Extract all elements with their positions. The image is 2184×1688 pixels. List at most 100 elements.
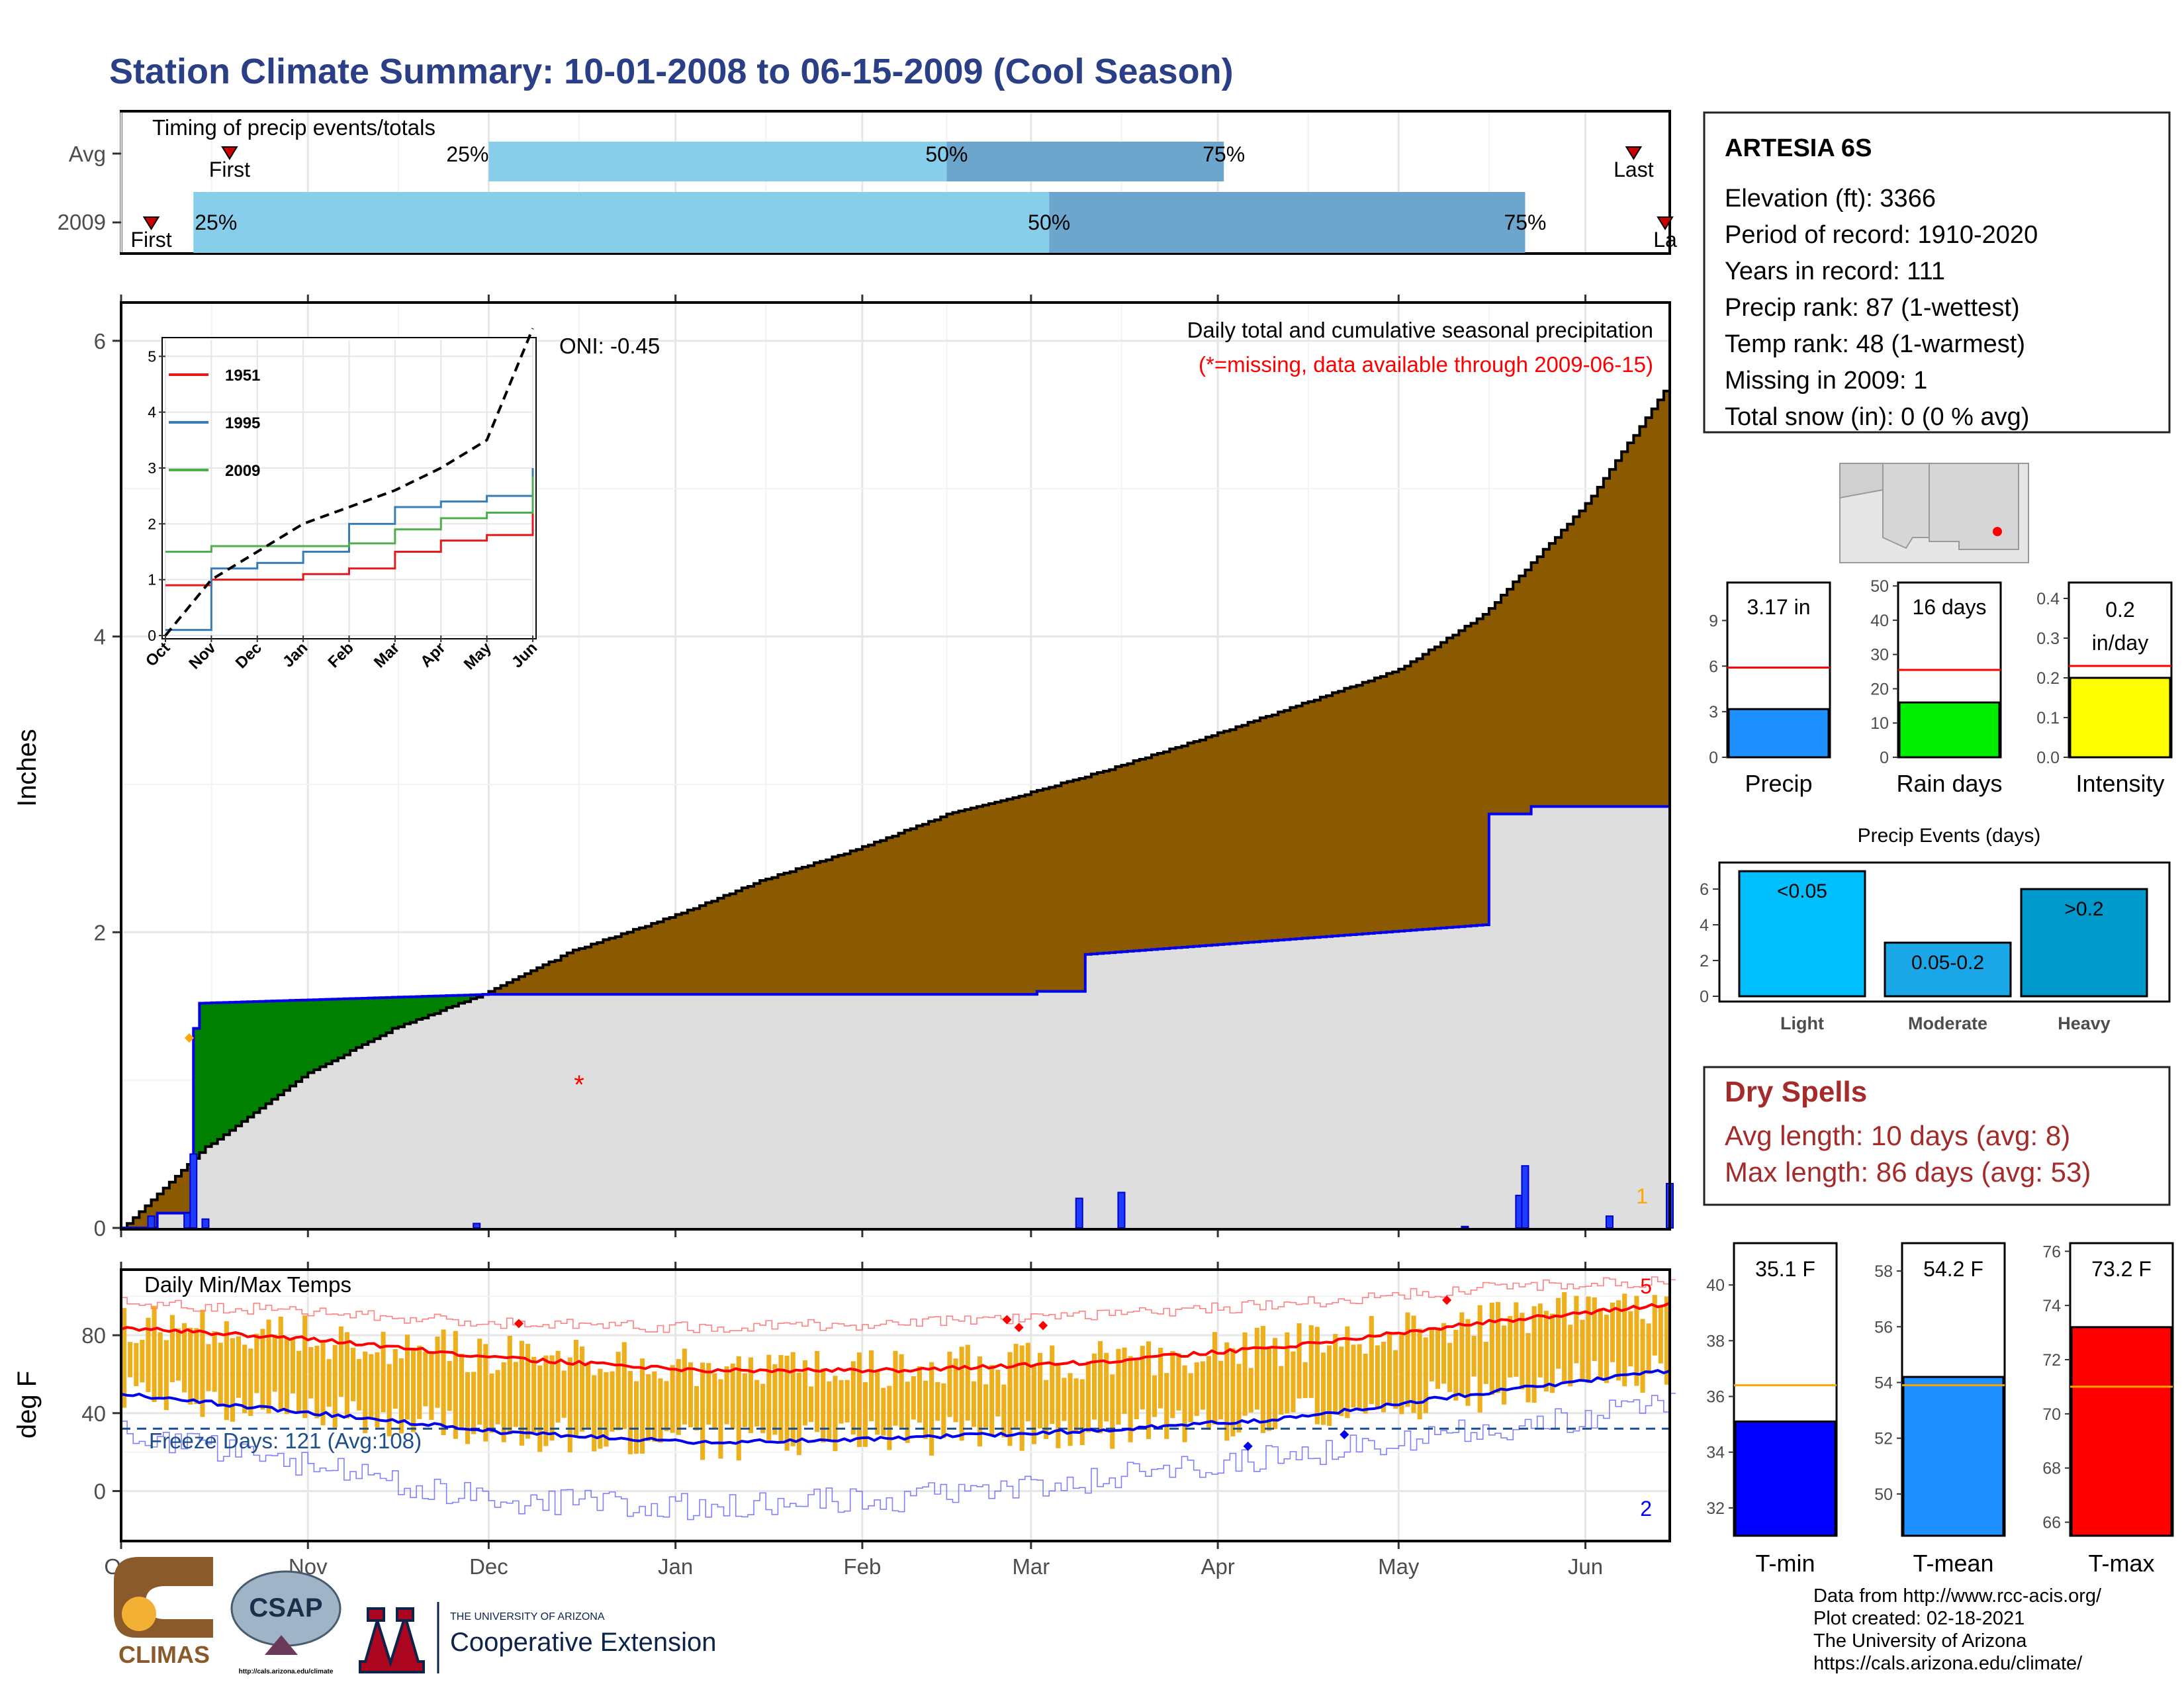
summary-bar-value-label: 0.2 bbox=[2105, 598, 2134, 622]
daily-temp-bar bbox=[1218, 1360, 1224, 1420]
month-label: Feb bbox=[843, 1554, 881, 1579]
event-bar-label: Light bbox=[1780, 1013, 1824, 1033]
events-bars: <0.05 Light 0.05-0.2 Moderate >0.2 Heavy 0 2 4 6 bbox=[1700, 870, 2148, 1033]
temp-summary-tick-label: 72 bbox=[2042, 1351, 2061, 1370]
event-bar-inner-label: <0.05 bbox=[1777, 880, 1827, 902]
daily-precip-bar bbox=[1605, 1215, 1614, 1229]
record-high-marker-icon bbox=[1038, 1321, 1048, 1331]
daily-temp-bar bbox=[501, 1362, 506, 1442]
footer-line-2: Plot created: 02-18-2021 bbox=[1813, 1608, 2025, 1629]
temp-summary-tick-label: 40 bbox=[1706, 1276, 1725, 1295]
locator-map bbox=[1839, 463, 2029, 563]
daily-temp-bar bbox=[1339, 1346, 1344, 1417]
daily-temp-bar bbox=[1556, 1297, 1561, 1369]
daily-temp-bar bbox=[748, 1357, 754, 1433]
footer-logos: CLIMAS CSAP http://cals.arizona.edu/clim… bbox=[114, 1557, 716, 1675]
month-label: Jan bbox=[658, 1554, 693, 1579]
daily-temp-bar bbox=[122, 1307, 127, 1408]
event-tick-label: 0 bbox=[1700, 988, 1709, 1006]
temp-y-axis: 0 40 80 bbox=[81, 1323, 121, 1503]
daily-temp-bar bbox=[724, 1366, 729, 1425]
daily-temp-bar bbox=[537, 1365, 543, 1452]
daily-temp-bar bbox=[640, 1358, 645, 1454]
daily-temp-bar bbox=[1574, 1295, 1579, 1364]
daily-temp-bar bbox=[706, 1363, 711, 1425]
daily-temp-bar bbox=[320, 1340, 326, 1426]
daily-temp-bar bbox=[802, 1360, 807, 1426]
oni-label: ONI: -0.45 bbox=[559, 334, 660, 358]
inset-y-tick-label: 2 bbox=[148, 515, 156, 532]
daily-temp-bar bbox=[815, 1350, 820, 1432]
event-tick-label: 6 bbox=[1700, 880, 1709, 899]
record-low-count: 2 bbox=[1640, 1497, 1652, 1521]
daily-temp-bar bbox=[935, 1382, 940, 1421]
daily-temp-bar bbox=[1327, 1345, 1332, 1427]
daily-temp-bar bbox=[760, 1383, 766, 1434]
daily-temp-bar bbox=[995, 1370, 1001, 1417]
daily-temp-bar bbox=[1073, 1378, 1079, 1432]
daily-temp-bar bbox=[772, 1364, 778, 1435]
daily-temp-bar bbox=[1085, 1361, 1091, 1432]
summary-bar-tick-label: 0.1 bbox=[2036, 709, 2060, 727]
daily-temp-bar bbox=[1411, 1315, 1416, 1413]
first-event-marker-icon bbox=[142, 216, 160, 230]
timing-panel: 25% 50% 75% First Last 25% 50% 75% First La Timin… bbox=[58, 110, 1677, 255]
timing-bar-25-50 bbox=[488, 142, 947, 181]
daily-temp-bar bbox=[844, 1380, 850, 1423]
timing-bar-25-50 bbox=[193, 192, 1050, 253]
precip-title: Daily total and cumulative seasonal prec… bbox=[1187, 318, 1653, 342]
events-title: Precip Events (days) bbox=[1858, 825, 2041, 847]
daily-temp-bar bbox=[959, 1346, 964, 1441]
daily-temp-bar bbox=[1435, 1327, 1441, 1389]
dry-spells-box: Dry Spells Avg length: 10 days (avg: 8) … bbox=[1703, 1066, 2171, 1206]
station-period: Period of record: 1910-2020 bbox=[1725, 221, 2038, 249]
summary-bar-value bbox=[2069, 677, 2171, 759]
summary-bar-value-label: 3.17 in bbox=[1747, 595, 1810, 619]
daily-temp-bar bbox=[718, 1379, 723, 1459]
daily-temp-bar bbox=[947, 1351, 952, 1417]
precip-panel-frame bbox=[120, 301, 1671, 1231]
daily-precip-bar bbox=[473, 1223, 481, 1229]
summary-bar-tick-label: 0 bbox=[1709, 749, 1718, 767]
daily-temp-bar bbox=[417, 1345, 422, 1419]
daily-temp-bar bbox=[1658, 1305, 1663, 1364]
daily-temp-bar bbox=[435, 1336, 440, 1408]
daily-temp-bar bbox=[146, 1317, 151, 1392]
daily-temp-bar bbox=[1001, 1384, 1007, 1438]
daily-temp-bar bbox=[1230, 1348, 1236, 1436]
daily-temp-bar bbox=[1508, 1316, 1513, 1378]
daily-temp-bar bbox=[398, 1358, 404, 1434]
daily-temp-bar bbox=[1062, 1378, 1067, 1421]
inset-series-line bbox=[165, 476, 534, 553]
temp-summary-tick-label: 68 bbox=[2042, 1460, 2061, 1478]
precip-surplus-area bbox=[193, 994, 483, 1159]
timing-p25-label: 25% bbox=[446, 142, 488, 166]
daily-temp-bar bbox=[905, 1382, 910, 1443]
precip-events-chart: Precip Events (days) <0.05 Light 0.05-0.2 M… bbox=[1700, 825, 2171, 1033]
event-bar bbox=[2020, 888, 2148, 998]
inset-y-tick-label: 4 bbox=[148, 404, 156, 421]
summary-bar-value-label: 16 days bbox=[1912, 595, 1986, 619]
daily-temp-bar bbox=[1345, 1326, 1350, 1419]
daily-temp-bar bbox=[200, 1309, 205, 1417]
daily-temp-bar bbox=[1586, 1296, 1591, 1383]
daily-temp-bar bbox=[423, 1352, 428, 1407]
daily-temp-bar bbox=[441, 1329, 446, 1436]
daily-temp-bar bbox=[1333, 1334, 1338, 1415]
daily-temp-bar bbox=[1128, 1356, 1133, 1442]
daily-temp-bar bbox=[392, 1349, 398, 1409]
daily-temp-bar bbox=[1387, 1334, 1392, 1404]
event-tick-label: 4 bbox=[1700, 916, 1709, 935]
daily-temp-bar bbox=[387, 1364, 392, 1436]
month-label: Dec bbox=[469, 1554, 508, 1579]
footer-line-3: The University of Arizona bbox=[1813, 1630, 2027, 1652]
daily-temp-bar bbox=[1381, 1342, 1387, 1413]
daily-temp-bar bbox=[1465, 1319, 1471, 1406]
summary-bar-label: Rain days bbox=[1896, 770, 2002, 797]
csap-url: http://cals.arizona.edu/climate bbox=[239, 1668, 334, 1675]
daily-temp-bar bbox=[182, 1323, 187, 1393]
daily-temp-bar bbox=[525, 1344, 531, 1439]
daily-temp-bar bbox=[381, 1331, 386, 1413]
daily-temp-bar bbox=[784, 1356, 790, 1451]
timing-bar-50-75 bbox=[1049, 192, 1525, 253]
